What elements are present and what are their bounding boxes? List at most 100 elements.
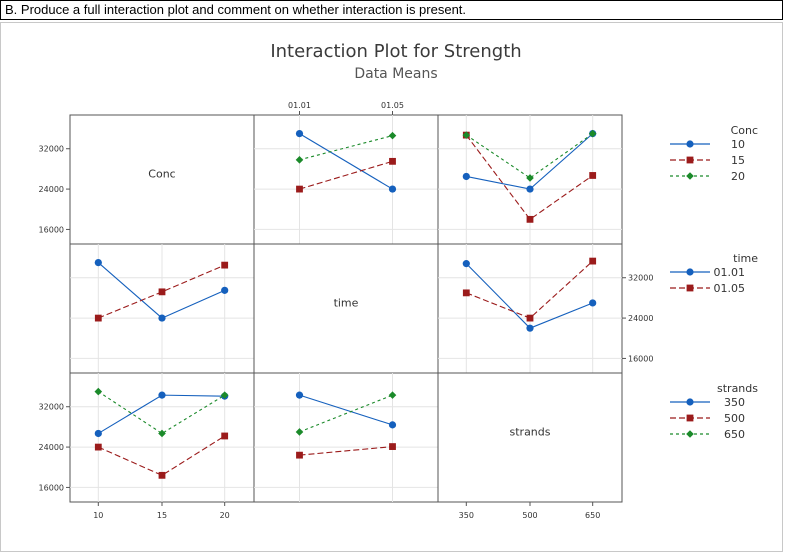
panel-strands-by-Conc [462, 129, 597, 223]
series-line [98, 391, 225, 435]
panel-frame [437, 372, 623, 503]
data-point [589, 172, 597, 179]
data-point [686, 140, 694, 148]
data-point [158, 288, 166, 296]
x-tick-label: 350 [459, 511, 474, 520]
panel-Conc-by-time [94, 259, 229, 322]
legend-entry: 500 [724, 412, 745, 425]
legend-entry: 650 [724, 428, 745, 441]
legend-entry: 01.05 [714, 282, 746, 295]
data-point [462, 172, 470, 181]
series-line [299, 135, 393, 161]
question-text: B. Produce a full interaction plot and c… [0, 0, 783, 20]
series-line [466, 133, 593, 179]
series-line [299, 394, 393, 426]
x-tick-label: 500 [522, 511, 537, 520]
data-point [295, 130, 304, 138]
data-point [388, 391, 397, 399]
chart-subtitle: Data Means [354, 66, 437, 82]
data-point [389, 157, 396, 165]
data-point [388, 421, 397, 429]
data-point [686, 284, 694, 292]
data-point [220, 391, 229, 399]
panel-time-by-strands [295, 391, 397, 459]
chart-frame [0, 22, 783, 552]
data-point [221, 432, 229, 440]
y-tick-label: 24000 [628, 314, 653, 323]
legend-entry: 01.01 [714, 266, 746, 279]
data-point [686, 268, 694, 276]
panel-frame [253, 114, 439, 245]
y-tick-label: 16000 [628, 354, 653, 363]
data-point [158, 429, 166, 438]
data-point [296, 451, 303, 459]
y-tick-label: 16000 [39, 483, 64, 492]
data-point [94, 443, 102, 451]
panel-frame [253, 372, 439, 503]
legend-entry: 10 [731, 138, 745, 151]
data-point [526, 314, 534, 322]
data-point [221, 261, 229, 269]
data-point [526, 215, 534, 223]
legend-title: time [733, 252, 758, 265]
factor-label-Conc: Conc [148, 168, 175, 181]
data-point [686, 172, 694, 180]
legend-entry: 20 [731, 170, 745, 183]
y-tick-label: 24000 [39, 443, 64, 452]
factor-label-strands: strands [510, 426, 551, 439]
legend-entry: 15 [731, 154, 745, 167]
data-point [589, 299, 597, 307]
data-point [588, 129, 597, 138]
factor-label-time: time [334, 297, 359, 310]
data-point [526, 324, 534, 332]
data-point [158, 314, 166, 322]
x-tick-label: 10 [93, 511, 103, 520]
x-tick-label: 01.05 [381, 101, 404, 110]
x-tick-label: 15 [157, 511, 167, 520]
data-point [526, 174, 534, 182]
chart-title: Interaction Plot for Strength [270, 41, 521, 62]
data-point [462, 131, 471, 139]
data-point [686, 430, 694, 438]
y-tick-label: 32000 [39, 145, 64, 154]
x-tick-label: 01.01 [288, 101, 311, 110]
data-point [462, 260, 470, 268]
data-point [526, 185, 534, 193]
data-point [94, 387, 103, 396]
x-tick-label: 20 [220, 511, 230, 520]
series-line [98, 435, 225, 476]
data-point [589, 257, 597, 265]
data-point [462, 289, 470, 297]
series-line [465, 134, 593, 221]
data-point [295, 156, 304, 164]
y-tick-label: 24000 [39, 185, 64, 194]
data-point [389, 443, 396, 450]
series-line [299, 133, 393, 190]
data-point [686, 414, 694, 422]
series-line [299, 160, 393, 190]
y-tick-label: 16000 [39, 225, 64, 234]
legend-entry: 350 [724, 396, 745, 409]
data-point [94, 259, 102, 267]
y-tick-label: 32000 [39, 403, 64, 412]
data-point [296, 185, 303, 193]
data-point [158, 391, 166, 399]
panel-strands-by-time [462, 257, 597, 332]
series-line [299, 446, 393, 456]
x-tick-label: 650 [585, 511, 600, 520]
data-point [388, 131, 397, 140]
data-point [158, 471, 166, 479]
data-point [388, 185, 397, 193]
data-point [295, 391, 304, 399]
data-point [686, 156, 694, 164]
series-line [299, 394, 393, 433]
panel-time-by-Conc [295, 130, 397, 193]
legend-title: Conc [731, 124, 758, 137]
legend-title: strands [717, 382, 758, 395]
panel-frame [69, 114, 255, 245]
data-point [686, 398, 694, 406]
